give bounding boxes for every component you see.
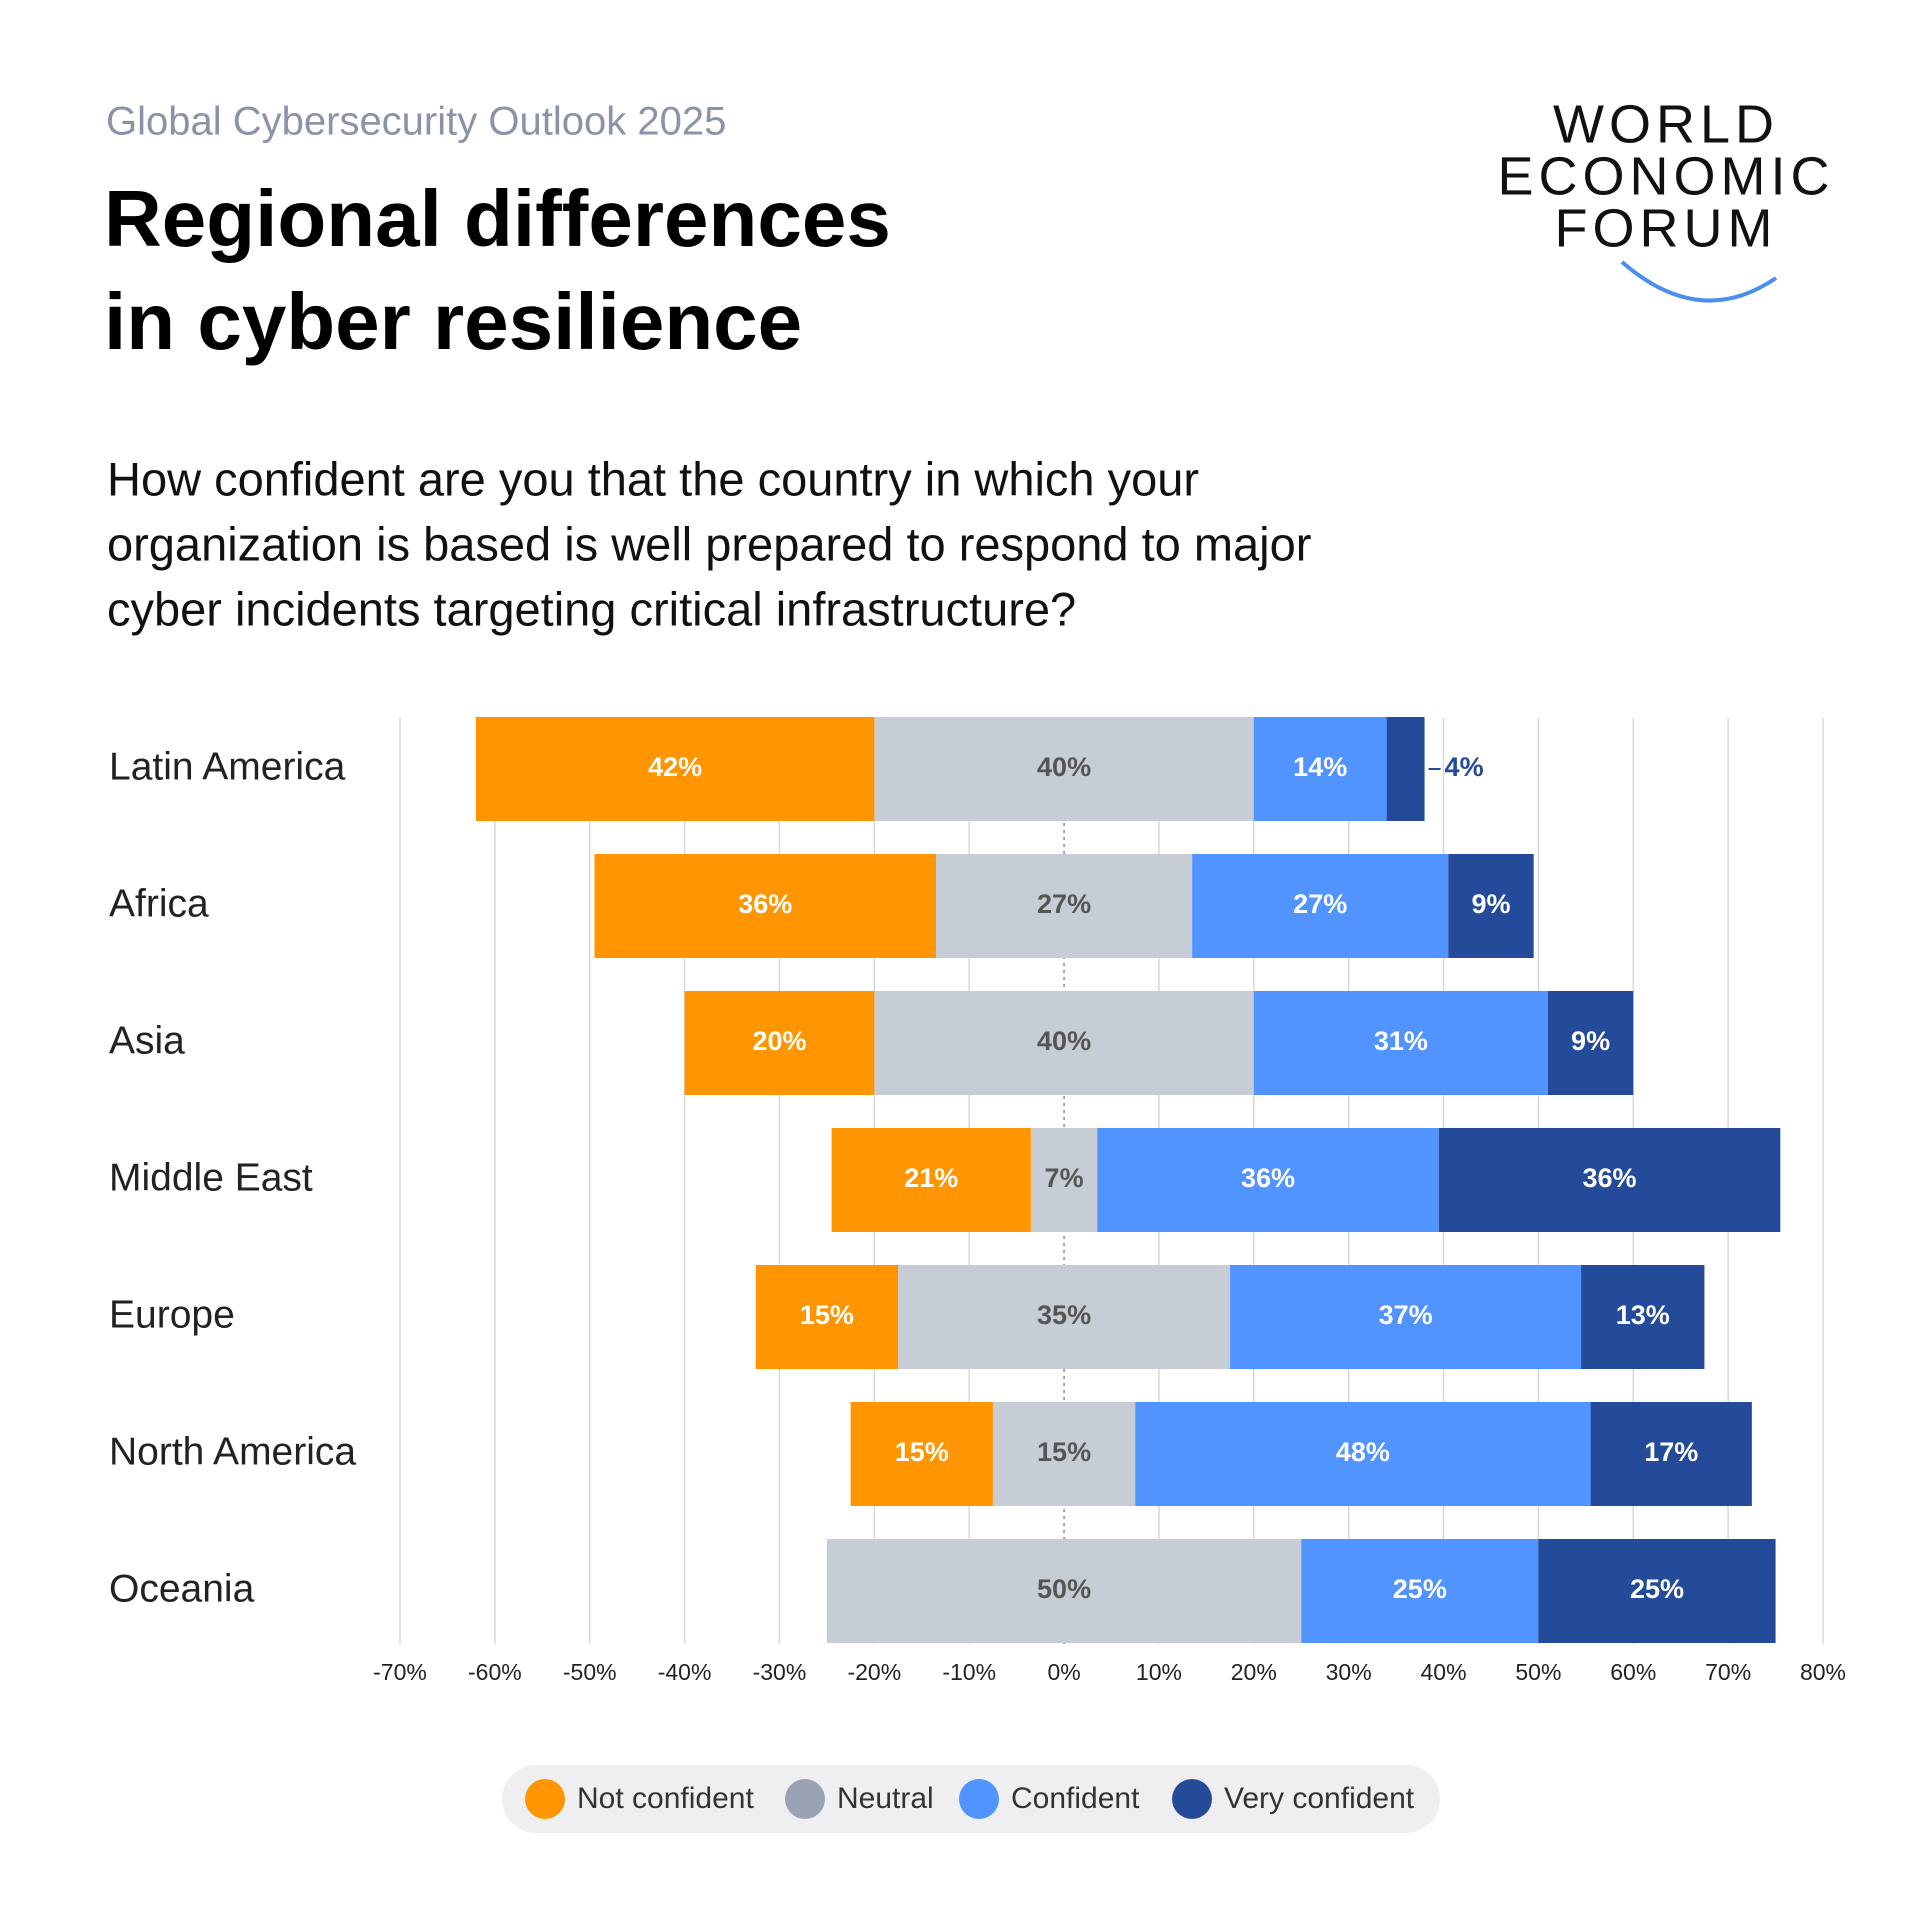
bar-segment — [1030, 1128, 1098, 1232]
x-tick-label: -70% — [373, 1659, 427, 1685]
x-tick-label: 70% — [1705, 1659, 1751, 1685]
data-label: 36% — [738, 889, 792, 919]
bar-segment — [1438, 1128, 1781, 1232]
data-label: 9% — [1471, 889, 1510, 919]
data-label: 42% — [648, 752, 702, 782]
bar-segment — [1538, 1539, 1776, 1643]
bar-segment — [831, 1128, 1031, 1232]
x-tick-label: -40% — [658, 1659, 712, 1685]
data-label: 17% — [1644, 1437, 1698, 1467]
legend-swatch — [1172, 1779, 1212, 1819]
data-label: 15% — [800, 1300, 854, 1330]
data-label: 50% — [1037, 1574, 1091, 1604]
category-label: Europe — [109, 1293, 235, 1336]
category-label: Middle East — [109, 1156, 313, 1199]
data-label: 37% — [1379, 1300, 1433, 1330]
bar-segment — [898, 1265, 1231, 1369]
bar-segment — [684, 991, 875, 1095]
bar-segment — [1386, 717, 1425, 821]
question: How confident are you that the country i… — [107, 452, 1199, 505]
data-label: 27% — [1037, 889, 1091, 919]
bar-segment — [1448, 854, 1534, 958]
legend-swatch — [785, 1779, 825, 1819]
x-tick-label: 20% — [1231, 1659, 1277, 1685]
data-label: 14% — [1293, 752, 1347, 782]
legend-label: Very confident — [1224, 1782, 1415, 1815]
bar-segment — [874, 991, 1254, 1095]
data-label: 36% — [1583, 1163, 1637, 1193]
question: organization is based is well prepared t… — [107, 517, 1311, 570]
data-label: 20% — [752, 1026, 806, 1056]
category-label: Africa — [109, 882, 209, 925]
data-label: 48% — [1336, 1437, 1390, 1467]
bar-segment — [1590, 1402, 1752, 1506]
category-label: Asia — [109, 1019, 185, 1062]
x-tick-label: -10% — [942, 1659, 996, 1685]
bar-segment — [1581, 1265, 1705, 1369]
chart-title: Regional differences — [104, 174, 891, 263]
category-label: Oceania — [109, 1567, 255, 1610]
question: cyber incidents targeting critical infra… — [107, 582, 1076, 635]
legend-swatch — [959, 1779, 999, 1819]
bar-segment — [1253, 991, 1548, 1095]
bar-segment — [1135, 1402, 1591, 1506]
bar-segment — [1230, 1265, 1582, 1369]
bar-segment — [1253, 717, 1387, 821]
legend-swatch — [525, 1779, 565, 1819]
x-tick-label: 80% — [1800, 1659, 1846, 1685]
x-tick-label: -50% — [563, 1659, 617, 1685]
legend-label: Confident — [1011, 1782, 1140, 1815]
data-label: 9% — [1571, 1026, 1610, 1056]
bar-segment — [1301, 1539, 1539, 1643]
x-tick-label: 40% — [1421, 1659, 1467, 1685]
bar-segment — [826, 1539, 1302, 1643]
data-label: 15% — [895, 1437, 949, 1467]
data-label: 25% — [1393, 1574, 1447, 1604]
x-tick-label: 60% — [1610, 1659, 1656, 1685]
x-tick-label: 10% — [1136, 1659, 1182, 1685]
bar-segment — [1192, 854, 1449, 958]
data-label: 21% — [904, 1163, 958, 1193]
bar-segment — [874, 717, 1254, 821]
legend-label: Not confident — [577, 1782, 754, 1815]
x-tick-label: -20% — [847, 1659, 901, 1685]
bar-segment — [992, 1402, 1136, 1506]
data-label: 13% — [1616, 1300, 1670, 1330]
x-tick-label: 50% — [1515, 1659, 1561, 1685]
data-label: 31% — [1374, 1026, 1428, 1056]
bar-segment — [475, 717, 875, 821]
x-tick-label: 30% — [1326, 1659, 1372, 1685]
bar-segment — [850, 1402, 993, 1506]
data-label: 7% — [1045, 1163, 1084, 1193]
logo-text: ECONOMIC — [1498, 146, 1835, 206]
bar-segment — [594, 854, 936, 958]
bar-segment — [1547, 991, 1634, 1095]
data-label: 40% — [1037, 752, 1091, 782]
data-label: 25% — [1630, 1574, 1684, 1604]
data-label: 35% — [1037, 1300, 1091, 1330]
bar-segment — [935, 854, 1193, 958]
legend-label: Neutral — [837, 1782, 934, 1815]
subtitle: Global Cybersecurity Outlook 2025 — [106, 100, 726, 144]
bar-segment — [755, 1265, 899, 1369]
logo-text: FORUM — [1555, 198, 1778, 258]
category-label: North America — [109, 1430, 356, 1473]
chart-title: in cyber resilience — [104, 277, 802, 366]
data-label: 36% — [1241, 1163, 1295, 1193]
bar-segment — [1097, 1128, 1439, 1232]
data-label: 4% — [1445, 752, 1484, 782]
category-label: Latin America — [109, 745, 346, 788]
data-label: 15% — [1037, 1437, 1091, 1467]
data-label: 40% — [1037, 1026, 1091, 1056]
x-tick-label: -60% — [468, 1659, 522, 1685]
logo-arc — [1620, 260, 1778, 303]
x-tick-label: -30% — [753, 1659, 807, 1685]
logo-text: WORLD — [1553, 94, 1779, 154]
x-tick-label: 0% — [1047, 1659, 1080, 1685]
data-label: 27% — [1293, 889, 1347, 919]
